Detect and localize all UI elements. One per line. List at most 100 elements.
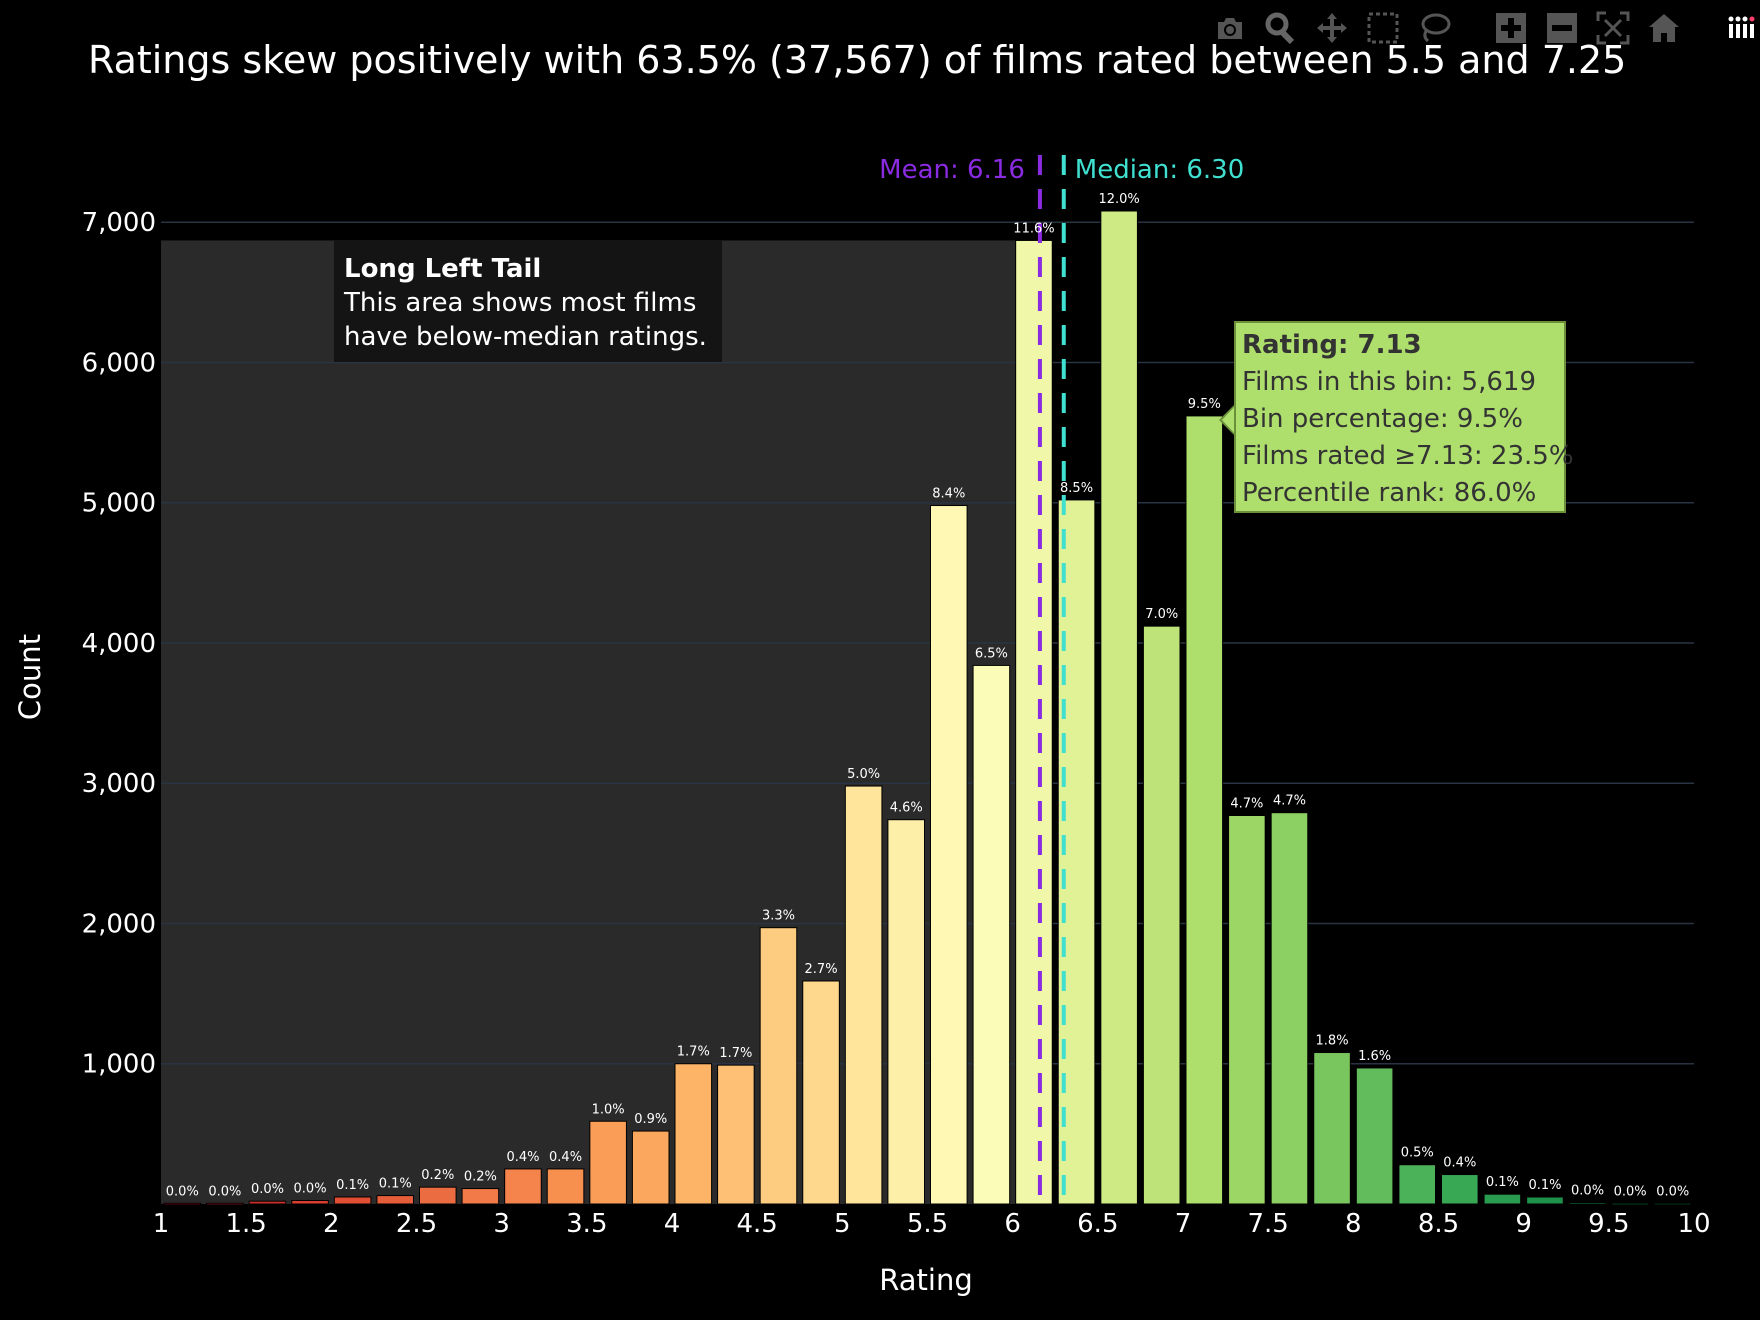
tooltip-line: Films rated ≥7.13: 23.5% (1242, 441, 1574, 471)
histogram-bar[interactable] (1611, 1202, 1649, 1206)
x-tick-label: 7.5 (1247, 1209, 1288, 1239)
bar-value-label: 0.2% (464, 1170, 497, 1185)
histogram-bar[interactable] (631, 1130, 670, 1205)
bar-value-label: 0.9% (634, 1112, 667, 1127)
x-tick-label: 4 (664, 1209, 681, 1239)
bar-value-label: 0.2% (421, 1168, 454, 1183)
histogram-bar[interactable] (1185, 415, 1224, 1205)
x-tick-label: 6.5 (1077, 1209, 1118, 1239)
histogram-bar[interactable] (844, 785, 883, 1205)
histogram-bar[interactable] (589, 1120, 627, 1205)
histogram-bar[interactable] (930, 505, 968, 1205)
histogram-bar[interactable] (1228, 814, 1266, 1205)
histogram-bar[interactable] (461, 1188, 500, 1205)
autoscale-icon[interactable] (1594, 11, 1632, 45)
histogram-bar[interactable] (1100, 210, 1138, 1205)
reset-axes-icon[interactable] (1645, 11, 1683, 45)
bar-value-label: 0.0% (1571, 1184, 1604, 1199)
histogram-bar[interactable] (163, 1202, 202, 1206)
histogram-bar[interactable] (419, 1186, 457, 1205)
bar-value-label: 1.6% (1358, 1049, 1391, 1064)
histogram-bar[interactable] (972, 664, 1011, 1205)
x-tick-label: 1.5 (225, 1209, 266, 1239)
y-tick-label: 5,000 (82, 489, 156, 519)
y-tick-label: 7,000 (82, 208, 156, 238)
histogram-bar[interactable] (1568, 1202, 1607, 1205)
histogram-bar[interactable] (1526, 1196, 1564, 1205)
bar-value-label: 0.1% (1486, 1175, 1519, 1190)
histogram-bar[interactable] (1483, 1193, 1522, 1205)
y-tick-label: 4,000 (82, 629, 156, 659)
histogram-bar[interactable] (1441, 1174, 1479, 1205)
chart-title: Ratings skew positively with 63.5% (37,5… (88, 38, 1627, 82)
plotly-logo-icon[interactable] (1722, 11, 1760, 45)
median-label: Median: 6.30 (1075, 155, 1244, 185)
bar-value-label: 0.4% (506, 1150, 539, 1165)
histogram-bar[interactable] (1653, 1202, 1692, 1206)
histogram-bar[interactable] (717, 1064, 755, 1205)
histogram-bar[interactable] (1142, 625, 1181, 1205)
bar-value-label: 4.6% (890, 801, 923, 816)
x-axis-title: Rating (879, 1263, 973, 1297)
bar-value-label: 0.1% (379, 1177, 412, 1192)
bar-value-label: 1.7% (677, 1045, 710, 1060)
zoom-icon[interactable] (1262, 11, 1300, 45)
histogram-bar[interactable] (1355, 1067, 1394, 1205)
bar-value-label: 0.0% (1614, 1184, 1647, 1199)
histogram-bar[interactable] (1015, 239, 1053, 1205)
histogram-bar[interactable] (291, 1199, 329, 1205)
hover-tooltip: Rating: 7.13 Films in this bin: 5,619 Bi… (1234, 321, 1574, 513)
x-tick-label: 10 (1677, 1209, 1710, 1239)
zoom-out-icon[interactable] (1543, 11, 1581, 45)
lasso-select-icon[interactable] (1415, 11, 1453, 45)
histogram-bar[interactable] (248, 1200, 287, 1205)
y-tick-label: 2,000 (82, 909, 156, 939)
x-tick-label: 9.5 (1588, 1209, 1629, 1239)
annotation-line: This area shows most films (344, 288, 697, 318)
x-tick-label: 9 (1515, 1209, 1532, 1239)
bar-value-label: 0.4% (1443, 1156, 1476, 1171)
bar-value-label: 8.5% (1060, 481, 1093, 496)
histogram-bar[interactable] (206, 1202, 244, 1206)
camera-icon[interactable] (1211, 11, 1249, 45)
histogram-bar[interactable] (1398, 1164, 1436, 1205)
annotation-line: have below-median ratings. (344, 322, 707, 352)
bar-value-label: 0.0% (208, 1184, 241, 1199)
histogram-bar[interactable] (333, 1196, 372, 1205)
y-tick-label: 6,000 (82, 348, 156, 378)
bar-value-label: 1.7% (719, 1046, 752, 1061)
bar-value-label: 0.1% (1528, 1178, 1561, 1193)
box-select-icon[interactable] (1364, 11, 1402, 45)
bar-value-label: 9.5% (1188, 397, 1221, 412)
histogram-bar[interactable] (1270, 812, 1309, 1205)
x-tick-label: 4.5 (736, 1209, 777, 1239)
x-tick-label: 8 (1345, 1209, 1362, 1239)
histogram-bar[interactable] (376, 1195, 414, 1205)
bar-value-label: 0.1% (336, 1178, 369, 1193)
histogram-bar[interactable] (504, 1168, 542, 1205)
bar-value-label: 0.0% (294, 1181, 327, 1196)
tooltip-title: Rating: 7.13 (1242, 330, 1422, 360)
bar-value-label: 8.4% (932, 487, 965, 502)
annotation-box: Long Left Tail This area shows most film… (334, 240, 722, 362)
histogram-bar[interactable] (887, 819, 926, 1205)
histogram-bar[interactable] (759, 927, 798, 1205)
zoom-in-icon[interactable] (1492, 11, 1530, 45)
pan-icon[interactable] (1313, 11, 1351, 45)
histogram-bar[interactable] (674, 1063, 713, 1205)
histogram-bar[interactable] (1313, 1052, 1351, 1205)
x-tick-label: 3 (493, 1209, 510, 1239)
x-tick-label: 7 (1175, 1209, 1192, 1239)
tooltip-arrow-fill (1222, 405, 1236, 435)
x-tick-label: 1 (153, 1209, 170, 1239)
x-tick-label: 2 (323, 1209, 340, 1239)
y-tick-label: 1,000 (82, 1050, 156, 1080)
bar-value-label: 0.0% (1656, 1184, 1689, 1199)
bar-value-label: 0.4% (549, 1150, 582, 1165)
histogram-bar[interactable] (802, 980, 840, 1205)
histogram-bar[interactable] (546, 1168, 585, 1205)
bar-value-label: 4.7% (1230, 796, 1263, 811)
bar-value-label: 2.7% (805, 962, 838, 977)
modebar-toolbar (1198, 8, 1760, 48)
y-tick-label: 3,000 (82, 769, 156, 799)
